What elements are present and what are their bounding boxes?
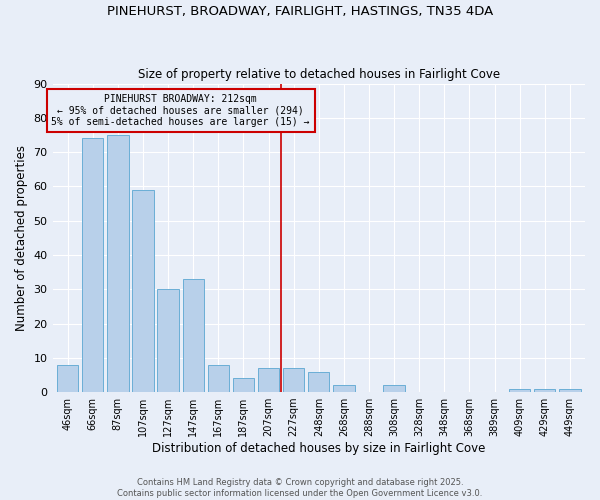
Y-axis label: Number of detached properties: Number of detached properties	[15, 145, 28, 331]
Bar	[182, 279, 204, 392]
Bar	[208, 364, 229, 392]
Bar	[82, 138, 103, 392]
Bar	[132, 190, 154, 392]
Text: Contains HM Land Registry data © Crown copyright and database right 2025.
Contai: Contains HM Land Registry data © Crown c…	[118, 478, 482, 498]
Bar	[233, 378, 254, 392]
Bar	[534, 388, 556, 392]
X-axis label: Distribution of detached houses by size in Fairlight Cove: Distribution of detached houses by size …	[152, 442, 485, 455]
Bar	[157, 289, 179, 392]
Text: PINEHURST, BROADWAY, FAIRLIGHT, HASTINGS, TN35 4DA: PINEHURST, BROADWAY, FAIRLIGHT, HASTINGS…	[107, 5, 493, 18]
Bar	[57, 364, 78, 392]
Bar	[308, 372, 329, 392]
Bar	[383, 385, 405, 392]
Bar	[107, 135, 128, 392]
Text: PINEHURST BROADWAY: 212sqm
← 95% of detached houses are smaller (294)
5% of semi: PINEHURST BROADWAY: 212sqm ← 95% of deta…	[52, 94, 310, 127]
Bar	[258, 368, 279, 392]
Bar	[559, 388, 581, 392]
Title: Size of property relative to detached houses in Fairlight Cove: Size of property relative to detached ho…	[138, 68, 500, 81]
Bar	[333, 385, 355, 392]
Bar	[509, 388, 530, 392]
Bar	[283, 368, 304, 392]
